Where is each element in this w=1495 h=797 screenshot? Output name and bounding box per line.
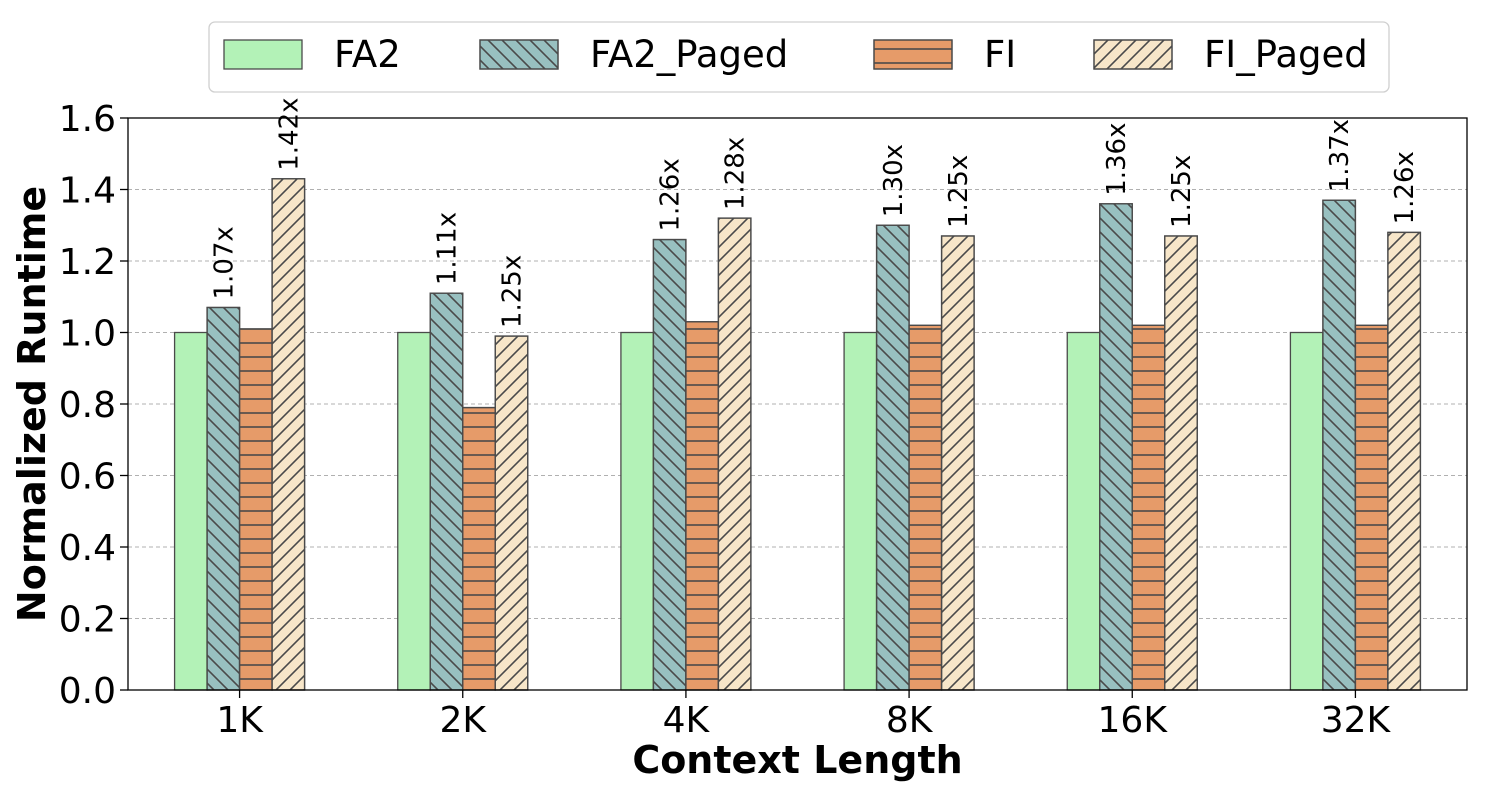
legend-label: FI [984,33,1016,76]
y-tick-label: 0.0 [59,671,116,712]
bar-hatch-fi [462,406,496,691]
bar-hatch-fi-paged [494,335,529,691]
bar-value-label: 1.25x [498,255,528,328]
bar-hatch-fi [1354,324,1389,691]
legend-swatch-hatch [873,39,953,70]
bar-hatch-fi-paged [1164,235,1198,691]
axis-ticks: 0.0 0.2 0.4 0.6 0.8 1.0 1.2 1.4 1.6 1K 2K 4K 8K 16K 32… [59,99,1392,741]
bar-value-label: 1.25x [944,155,974,228]
bar-value-label: 1.07x [209,226,239,299]
y-tick-label: 0.8 [59,385,116,426]
bar-hatch-fi-paged [717,217,752,691]
bar-hatch-fa2-paged [652,238,687,691]
bar-value-label: 1.42x [274,97,304,170]
bar-fa2 [1066,331,1101,691]
bar-value-label: 1.36x [1102,123,1132,196]
bar-hatch-fi [238,328,273,691]
bar-fa2 [620,331,655,691]
x-axis-title: Context Length [632,738,962,782]
y-tick-label: 0.6 [59,457,116,498]
bar-fa2 [1289,331,1324,691]
bar-hatch-fi [1131,324,1166,691]
bars [173,178,1422,691]
y-tick-label: 1.2 [59,242,116,283]
bar-hatch-fi [908,324,943,691]
legend-swatch [223,39,303,70]
x-tick-label: 4K [663,700,711,741]
legend-swatch-hatch [1093,39,1173,70]
legend-swatch-hatch [479,39,559,70]
legend: FA2 FA2_Paged FI FI_Paged [208,21,1390,93]
legend-label: FI_Paged [1204,33,1368,76]
y-axis-title: Normalized Runtime [10,186,54,622]
x-tick-label: 1K [216,700,264,741]
bar-value-label: 1.26x [656,158,686,231]
bar-hatch-fa2-paged [206,306,241,691]
y-tick-label: 1.0 [59,314,116,355]
x-tick-label: 8K [886,700,934,741]
y-tick-label: 0.4 [59,528,116,569]
bar-fa2 [173,331,208,691]
legend-label: FA2 [334,33,401,76]
y-tick-label: 1.6 [59,99,116,140]
bar-value-label: 1.26x [1390,151,1420,224]
bar-hatch-fi [685,321,720,691]
legend-label: FA2_Paged [590,33,788,76]
bar-hatch-fa2-paged [1099,203,1133,691]
y-tick-label: 1.4 [59,171,116,212]
bar-hatch-fi-paged [1387,231,1422,691]
bar-value-label: 1.25x [1167,155,1197,228]
plot-frame [127,117,1468,691]
bar-value-label: 1.37x [1325,119,1355,192]
x-tick-label: 16K [1098,700,1169,741]
grid-lines [128,189,1467,619]
bar-hatch-fi-paged [271,178,306,691]
y-tick-label: 0.2 [59,600,116,641]
bar-fa2 [397,331,431,691]
bar-fa2 [843,331,878,691]
bar-value-label: 1.11x [433,212,463,285]
bar-value-label: 1.30x [879,144,909,217]
bar-hatch-fa2-paged [1322,199,1357,691]
bar-hatch-fa2-paged [875,224,910,691]
bar-hatch-fi-paged [940,235,975,691]
x-tick-label: 2K [439,700,487,741]
x-tick-label: 32K [1321,700,1392,741]
bar-labels: 1.07x 1.42x 1.11x 1.25x 1.26x 1.28x 1.30x 1.25x… [209,97,1420,328]
bar-hatch-fa2-paged [429,292,464,691]
bar-value-label: 1.28x [721,137,751,210]
